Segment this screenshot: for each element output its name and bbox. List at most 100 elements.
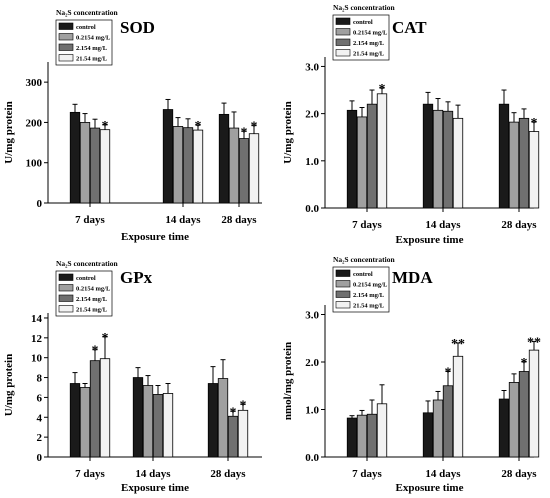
bar bbox=[69, 111, 81, 204]
y-tick-label: 0.0 bbox=[305, 452, 319, 464]
significance-label: * bbox=[102, 119, 109, 134]
chart-panel-mda: 0.01.02.03.07 days***14 days***28 daysEx… bbox=[282, 255, 541, 494]
bar bbox=[132, 377, 144, 458]
legend-title: Na₂S concentration bbox=[333, 255, 395, 264]
bar bbox=[162, 109, 174, 204]
bar bbox=[142, 385, 154, 458]
legend-swatch bbox=[335, 17, 351, 25]
legend-swatch bbox=[335, 290, 351, 298]
legend-label: 0.2154 mg/L bbox=[76, 35, 111, 42]
bar bbox=[192, 129, 204, 204]
bar bbox=[528, 131, 540, 209]
y-tick-label: 6 bbox=[37, 392, 43, 404]
legend: Na₂S concentration control 0.2154 mg/L 2.15… bbox=[55, 259, 118, 317]
chart-title: GPx bbox=[120, 268, 153, 287]
bar bbox=[89, 360, 101, 458]
x-tick-label: 14 days bbox=[165, 214, 201, 226]
bar bbox=[99, 358, 111, 458]
y-axis-label: nmol/mg protein bbox=[282, 342, 294, 420]
legend-label: 2.154 mg/L bbox=[76, 45, 108, 52]
legend-swatch bbox=[58, 284, 74, 292]
legend-swatch bbox=[335, 269, 351, 277]
y-tick-label: 3.0 bbox=[305, 61, 319, 73]
x-tick-label: 7 days bbox=[75, 214, 105, 226]
bar bbox=[99, 129, 111, 204]
legend-swatch bbox=[58, 33, 74, 41]
significance-label: ** bbox=[527, 336, 541, 351]
significance-label: * bbox=[195, 119, 202, 134]
y-axis-label: U/mg protein bbox=[282, 101, 294, 163]
significance-label: * bbox=[379, 82, 386, 97]
bar bbox=[452, 355, 464, 458]
significance-label: * bbox=[240, 398, 247, 413]
y-tick-label: 12 bbox=[31, 333, 43, 345]
legend-swatch bbox=[58, 22, 74, 30]
legend-swatch bbox=[335, 301, 351, 309]
y-tick-label: 0 bbox=[37, 198, 43, 210]
x-tick-label: 14 days bbox=[425, 219, 461, 231]
bar bbox=[218, 113, 230, 204]
legend-label: 21.54 mg/L bbox=[353, 303, 385, 310]
chart-title: SOD bbox=[120, 18, 155, 37]
y-axis-label: U/mg protein bbox=[3, 354, 15, 416]
bar bbox=[237, 409, 249, 458]
bar bbox=[346, 417, 358, 458]
legend-label: 0.2154 mg/L bbox=[76, 286, 111, 293]
y-tick-label: 1.0 bbox=[305, 405, 319, 417]
bar bbox=[376, 93, 388, 209]
x-axis-label: Exposure time bbox=[396, 482, 464, 494]
significance-label: ** bbox=[451, 337, 465, 352]
legend-swatch bbox=[335, 280, 351, 288]
legend-label: 2.154 mg/L bbox=[353, 292, 385, 299]
legend-label: control bbox=[76, 275, 96, 282]
x-tick-label: 28 days bbox=[210, 468, 246, 480]
bar bbox=[442, 385, 454, 458]
y-tick-label: 14 bbox=[31, 313, 43, 325]
bar bbox=[366, 413, 378, 458]
x-tick-label: 28 days bbox=[501, 468, 537, 480]
significance-label: * bbox=[102, 331, 109, 346]
bar bbox=[498, 103, 510, 209]
bar bbox=[518, 371, 530, 458]
significance-label: * bbox=[230, 405, 237, 420]
bar bbox=[228, 127, 240, 204]
significance-label: * bbox=[521, 356, 528, 371]
bar bbox=[238, 138, 250, 204]
legend-swatch bbox=[58, 273, 74, 281]
legend: Na₂S concentration control 0.2154 mg/L 2.15… bbox=[55, 8, 118, 66]
legend-swatch bbox=[335, 38, 351, 46]
legend-swatch bbox=[58, 305, 74, 313]
x-axis-label: Exposure time bbox=[121, 231, 189, 243]
y-tick-label: 200 bbox=[26, 117, 43, 129]
x-tick-label: 7 days bbox=[75, 468, 105, 480]
bar bbox=[162, 393, 174, 458]
bar bbox=[217, 378, 229, 458]
bar bbox=[498, 398, 510, 458]
legend-title: Na₂S concentration bbox=[333, 3, 395, 12]
x-tick-label: 14 days bbox=[425, 468, 461, 480]
x-tick-label: 7 days bbox=[352, 219, 382, 231]
legend: Na₂S concentration control 0.2154 mg/L 2.15… bbox=[332, 3, 395, 61]
y-tick-label: 2.0 bbox=[305, 357, 319, 369]
legend-title: Na₂S concentration bbox=[56, 259, 118, 268]
legend-swatch bbox=[58, 294, 74, 302]
bar bbox=[452, 117, 464, 209]
y-tick-label: 100 bbox=[26, 158, 43, 170]
y-tick-label: 4 bbox=[37, 412, 43, 424]
chart-title: MDA bbox=[392, 268, 433, 287]
bar bbox=[346, 109, 358, 209]
legend-swatch bbox=[335, 49, 351, 57]
x-tick-label: 7 days bbox=[352, 468, 382, 480]
bar bbox=[422, 412, 434, 458]
y-tick-label: 0.0 bbox=[305, 203, 319, 215]
bar bbox=[207, 383, 219, 458]
significance-label: * bbox=[241, 125, 248, 140]
legend-label: 21.54 mg/L bbox=[76, 307, 108, 314]
bar bbox=[442, 110, 454, 209]
bar bbox=[227, 415, 239, 458]
significance-label: * bbox=[445, 366, 452, 381]
bar bbox=[432, 109, 444, 209]
